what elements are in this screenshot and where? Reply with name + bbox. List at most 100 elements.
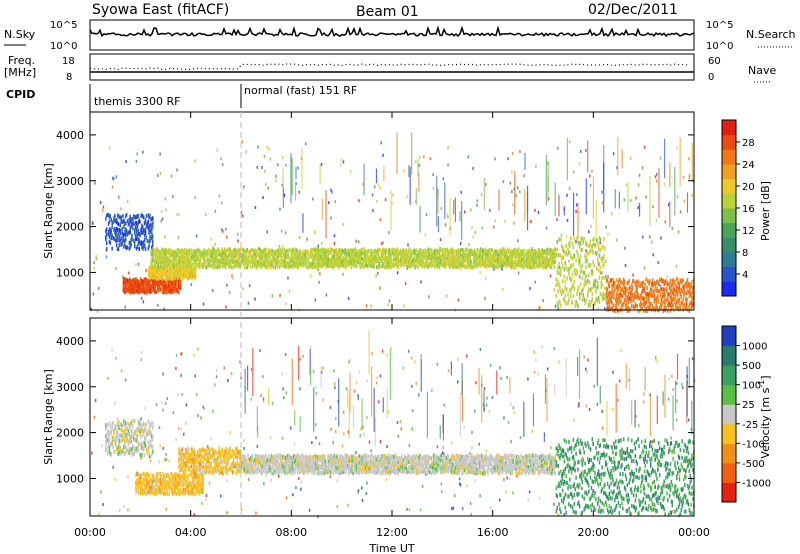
data-cell xyxy=(168,251,170,256)
data-cell xyxy=(425,252,427,257)
data-cell xyxy=(141,241,143,246)
data-cell xyxy=(679,292,682,297)
data-cell xyxy=(679,278,682,283)
data-cell xyxy=(544,261,547,266)
scatter-point xyxy=(226,511,228,515)
scatter-point xyxy=(407,349,410,353)
data-cell xyxy=(123,218,125,223)
data-cell xyxy=(140,240,142,245)
data-cell xyxy=(327,252,329,257)
data-cell xyxy=(121,220,123,225)
data-cell xyxy=(577,304,579,309)
data-cell xyxy=(110,229,113,234)
data-cell xyxy=(401,249,404,254)
scatter-point xyxy=(671,227,674,231)
data-cell xyxy=(650,288,653,293)
data-cell xyxy=(511,252,514,257)
data-cell xyxy=(588,287,591,292)
data-cell xyxy=(600,257,603,262)
scatter-point xyxy=(312,369,315,373)
data-cell xyxy=(625,298,628,303)
data-cell xyxy=(243,258,246,263)
data-cell xyxy=(252,259,255,264)
data-cell xyxy=(373,250,375,255)
streak xyxy=(606,400,608,437)
data-cell xyxy=(131,279,134,284)
data-cell xyxy=(275,253,277,258)
data-cell xyxy=(545,251,548,256)
data-cell xyxy=(672,286,674,291)
scatter-point xyxy=(275,174,277,178)
data-cell xyxy=(129,244,131,249)
scatter-point xyxy=(319,272,321,276)
data-cell xyxy=(527,262,530,267)
data-cell xyxy=(146,482,148,487)
scatter-point xyxy=(304,142,307,146)
data-cell xyxy=(129,283,131,288)
scatter-point xyxy=(216,148,218,152)
data-cell xyxy=(469,248,471,253)
data-cell xyxy=(517,247,520,252)
nsky-tick-bottom: 10^0 xyxy=(50,41,77,52)
scatter-point xyxy=(396,420,399,424)
data-cell xyxy=(322,259,325,264)
data-cell xyxy=(272,252,275,257)
nave-tick-bottom: 0 xyxy=(708,72,714,83)
data-cell xyxy=(212,251,214,256)
data-cell xyxy=(272,260,275,265)
data-cell xyxy=(283,261,285,266)
scatter-point xyxy=(285,391,288,395)
data-cell xyxy=(110,217,113,222)
data-cell xyxy=(120,439,122,444)
data-cell xyxy=(572,244,575,249)
scatter-point xyxy=(93,266,95,270)
data-cell xyxy=(155,272,157,277)
data-cell xyxy=(134,215,137,220)
colorbar-tick-label: 28 xyxy=(742,138,755,149)
data-cell xyxy=(421,258,424,263)
data-cell xyxy=(144,246,147,251)
data-cell xyxy=(349,258,352,263)
data-cell xyxy=(379,264,381,269)
data-cell xyxy=(287,253,290,258)
data-cell xyxy=(264,252,266,257)
data-cell xyxy=(154,274,156,279)
data-cell xyxy=(182,269,184,274)
data-cell xyxy=(355,248,357,253)
data-cell xyxy=(262,249,265,254)
data-cell xyxy=(380,252,382,257)
data-cell xyxy=(569,294,572,299)
data-cell xyxy=(668,285,671,290)
data-cell xyxy=(439,260,442,265)
data-cell xyxy=(221,251,223,256)
scatter-point xyxy=(175,353,178,357)
scatter-point xyxy=(370,449,372,453)
data-cell xyxy=(282,252,284,257)
data-cell xyxy=(493,249,496,254)
data-cell xyxy=(179,259,181,264)
data-cell xyxy=(133,228,136,233)
data-cell xyxy=(617,286,620,291)
data-cell xyxy=(516,253,518,258)
data-cell xyxy=(613,292,615,297)
data-cell xyxy=(596,240,599,245)
data-cell xyxy=(585,282,587,287)
data-cell xyxy=(218,258,221,263)
data-cell xyxy=(420,263,423,268)
scatter-point xyxy=(149,459,152,463)
data-cell xyxy=(581,263,584,268)
data-cell xyxy=(360,255,363,260)
data-cell xyxy=(192,257,195,262)
colorbar-segment xyxy=(722,178,736,194)
data-cell xyxy=(133,244,136,249)
data-cell xyxy=(157,288,160,293)
data-cell xyxy=(149,283,152,288)
data-cell xyxy=(142,429,145,434)
data-cell xyxy=(520,260,523,265)
data-cell xyxy=(582,240,585,245)
data-cell xyxy=(142,289,145,294)
data-cell xyxy=(377,263,380,268)
scatter-point xyxy=(421,484,424,488)
data-cell xyxy=(121,240,123,245)
